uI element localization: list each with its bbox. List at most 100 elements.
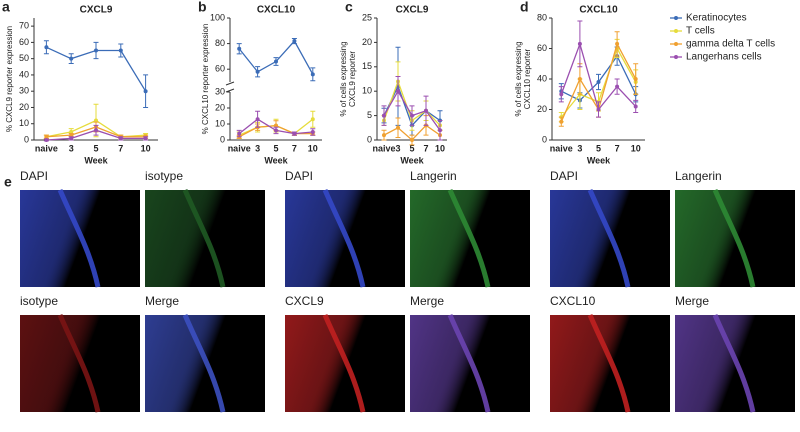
y-tick-label: 70	[19, 21, 29, 31]
legend-marker	[674, 29, 678, 33]
micrograph-edge	[712, 189, 756, 288]
legend-marker	[674, 55, 678, 59]
micrograph-edge	[182, 189, 226, 288]
data-point	[292, 39, 297, 44]
x-axis-label: Week	[587, 155, 611, 165]
y-tick-label: 50	[19, 53, 29, 63]
data-point	[424, 108, 428, 113]
x-tick-label: 10	[631, 143, 641, 153]
micrograph-edge	[182, 314, 226, 413]
legend-marker	[674, 16, 678, 20]
y-tick-label: 10	[215, 118, 225, 128]
y-tick-label: 0	[220, 134, 225, 144]
micrograph-edge	[587, 314, 631, 413]
axis-break	[225, 81, 235, 86]
data-point	[69, 129, 74, 134]
x-tick-label: naive	[35, 143, 58, 153]
data-point	[410, 138, 414, 142]
data-point	[143, 136, 148, 141]
y-tick-label: 60	[19, 37, 29, 47]
y-axis-label: % of cells expressing	[514, 41, 523, 116]
data-point	[94, 48, 98, 53]
image-label: CXCL10	[550, 294, 596, 308]
legend-label: gamma delta T cells	[686, 39, 775, 50]
micrograph-edge	[322, 189, 366, 288]
x-axis-label: Week	[84, 155, 108, 165]
data-point	[118, 136, 123, 141]
x-tick-label: naive	[550, 143, 573, 153]
chart-title: CXCL10	[579, 5, 618, 16]
x-tick-label: 5	[93, 143, 98, 153]
image-label: Merge	[675, 294, 709, 308]
data-point	[237, 46, 242, 51]
chart-title: CXCL10	[257, 5, 296, 16]
data-point	[615, 41, 620, 46]
y-tick-label: 20	[19, 102, 29, 112]
legend-label: Langerhans cells	[686, 52, 762, 63]
data-point	[255, 69, 260, 74]
y-tick-label: 20	[215, 102, 225, 112]
data-point	[559, 119, 564, 124]
x-tick-label: 7	[118, 143, 123, 153]
y-tick-label: 20	[362, 37, 372, 47]
micrograph-edge	[57, 189, 101, 288]
x-tick-label: 5	[409, 143, 414, 153]
x-tick-label: 5	[273, 143, 278, 153]
x-tick-label: 7	[615, 143, 620, 153]
image-label: Merge	[145, 294, 179, 308]
data-point	[274, 123, 278, 128]
y-tick-label: 10	[362, 86, 372, 96]
x-tick-label: 7	[292, 143, 297, 153]
data-point	[410, 113, 414, 118]
data-point	[274, 128, 278, 133]
y-axis-label: CXCL9 reporter	[348, 51, 357, 107]
data-point	[559, 92, 564, 97]
y-tick-label: 40	[537, 73, 547, 83]
data-point	[94, 128, 98, 133]
image-label: Langerin	[410, 169, 457, 183]
data-point	[310, 130, 315, 134]
image-label: Langerin	[675, 169, 722, 183]
x-tick-label: naive	[228, 143, 251, 153]
data-point	[382, 113, 386, 118]
y-tick-label: 80	[215, 38, 225, 48]
y-tick-label: 5	[367, 110, 372, 120]
data-point	[143, 89, 148, 94]
image-label: DAPI	[550, 169, 578, 183]
micrograph-edge	[447, 189, 491, 288]
y-tick-label: 100	[210, 12, 225, 22]
y-axis-label: CXCL10 reporter	[523, 48, 532, 109]
image-label: Merge	[410, 294, 444, 308]
data-point	[118, 48, 123, 53]
x-tick-label: 5	[596, 143, 601, 153]
panel-label: d	[520, 0, 529, 15]
panel-label: c	[345, 0, 353, 15]
y-tick-label: 20	[537, 104, 547, 114]
data-point	[69, 56, 74, 61]
data-point	[633, 104, 638, 109]
y-tick-label: 15	[362, 61, 372, 71]
panel-label: b	[198, 0, 207, 15]
chart-title: CXCL9	[396, 5, 429, 16]
y-tick-label: 30	[19, 86, 29, 96]
y-tick-label: 80	[537, 12, 547, 22]
x-tick-label: 10	[435, 143, 445, 153]
data-point	[69, 136, 74, 141]
x-tick-label: 3	[69, 143, 74, 153]
data-point	[69, 133, 74, 138]
x-axis-label: Week	[264, 155, 288, 165]
data-point	[292, 131, 297, 136]
legend-label: T cells	[686, 26, 715, 37]
micrograph-edge	[322, 314, 366, 413]
data-point	[44, 138, 49, 142]
image-label: DAPI	[20, 169, 48, 183]
x-tick-label: 10	[308, 143, 318, 153]
data-point	[310, 72, 315, 77]
y-tick-label: 0	[542, 134, 547, 144]
x-tick-label: 3	[577, 143, 582, 153]
data-point	[94, 118, 98, 123]
y-tick-label: 0	[367, 134, 372, 144]
x-axis-label: Week	[400, 155, 424, 165]
data-point	[577, 77, 582, 81]
image-label: DAPI	[285, 169, 313, 183]
